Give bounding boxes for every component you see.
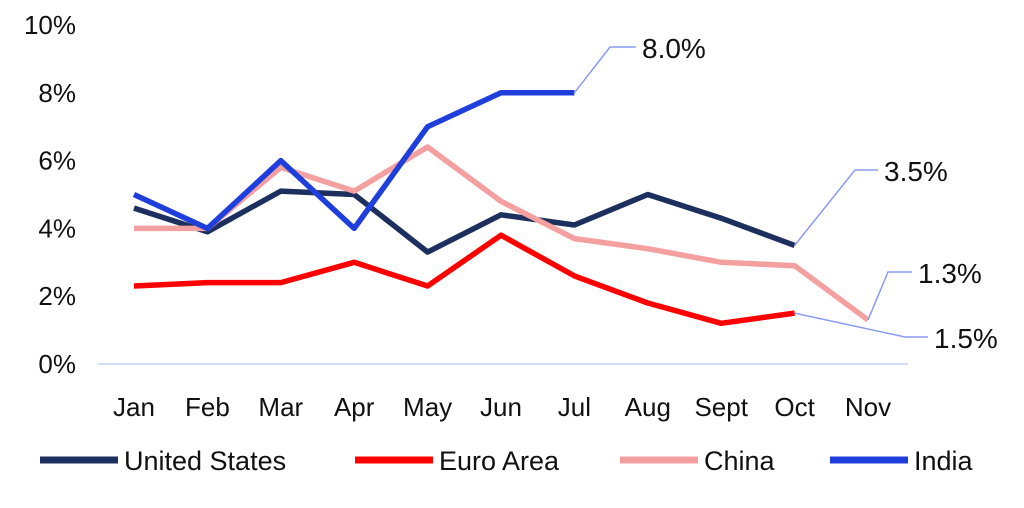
x-tick-label: Feb: [185, 392, 230, 422]
axis-layer: 0% 2% 4% 6% 8% 10% Jan Feb Mar Apr May Jun Jul Aug Sep…: [24, 10, 908, 422]
data-label: 3.5%: [884, 156, 948, 187]
legend-label: Euro Area: [439, 446, 560, 476]
legend-item: China: [620, 446, 776, 476]
legend-item: Euro Area: [355, 446, 560, 476]
data-label: 1.5%: [934, 323, 998, 354]
x-tick-label: Jun: [480, 392, 522, 422]
x-tick-label: Jul: [558, 392, 591, 422]
legend-label: China: [704, 446, 776, 476]
annotation-leader-line: [867, 271, 912, 321]
x-tick-label: Nov: [845, 392, 891, 422]
x-tick-label: May: [403, 392, 452, 422]
y-tick-label: 8%: [38, 78, 76, 108]
legend-item: India: [830, 446, 974, 476]
annotation-leader-line: [794, 169, 878, 246]
data-label: 8.0%: [642, 33, 706, 64]
annotation-leader-line: [794, 312, 928, 338]
annotation-leader-line: [573, 46, 636, 94]
legend-label: India: [914, 446, 974, 476]
series-line-euro-area: [133, 232, 795, 327]
annotation-layer: 8.0% 3.5% 1.3% 1.5%: [573, 33, 998, 354]
series-line-china: [134, 144, 870, 323]
x-tick-label: Mar: [258, 392, 303, 422]
x-tick-label: Jan: [113, 392, 155, 422]
x-tick-label: Aug: [625, 392, 671, 422]
series-line-united-states: [133, 188, 796, 255]
legend-item: United States: [40, 446, 286, 476]
series-layer: [132, 90, 870, 327]
y-tick-label: 2%: [38, 281, 76, 311]
y-tick-label: 6%: [38, 146, 76, 176]
x-tick-label: Oct: [774, 392, 815, 422]
legend-label: United States: [124, 446, 286, 476]
x-tick-label: Sept: [694, 392, 748, 422]
x-tick-label: Apr: [334, 392, 375, 422]
data-label: 1.3%: [918, 258, 982, 289]
legend: United States Euro Area China India: [40, 446, 974, 476]
y-tick-label: 10%: [24, 10, 76, 40]
y-tick-label: 0%: [38, 349, 76, 379]
y-tick-label: 4%: [38, 213, 76, 243]
series-line-india: [132, 90, 575, 232]
